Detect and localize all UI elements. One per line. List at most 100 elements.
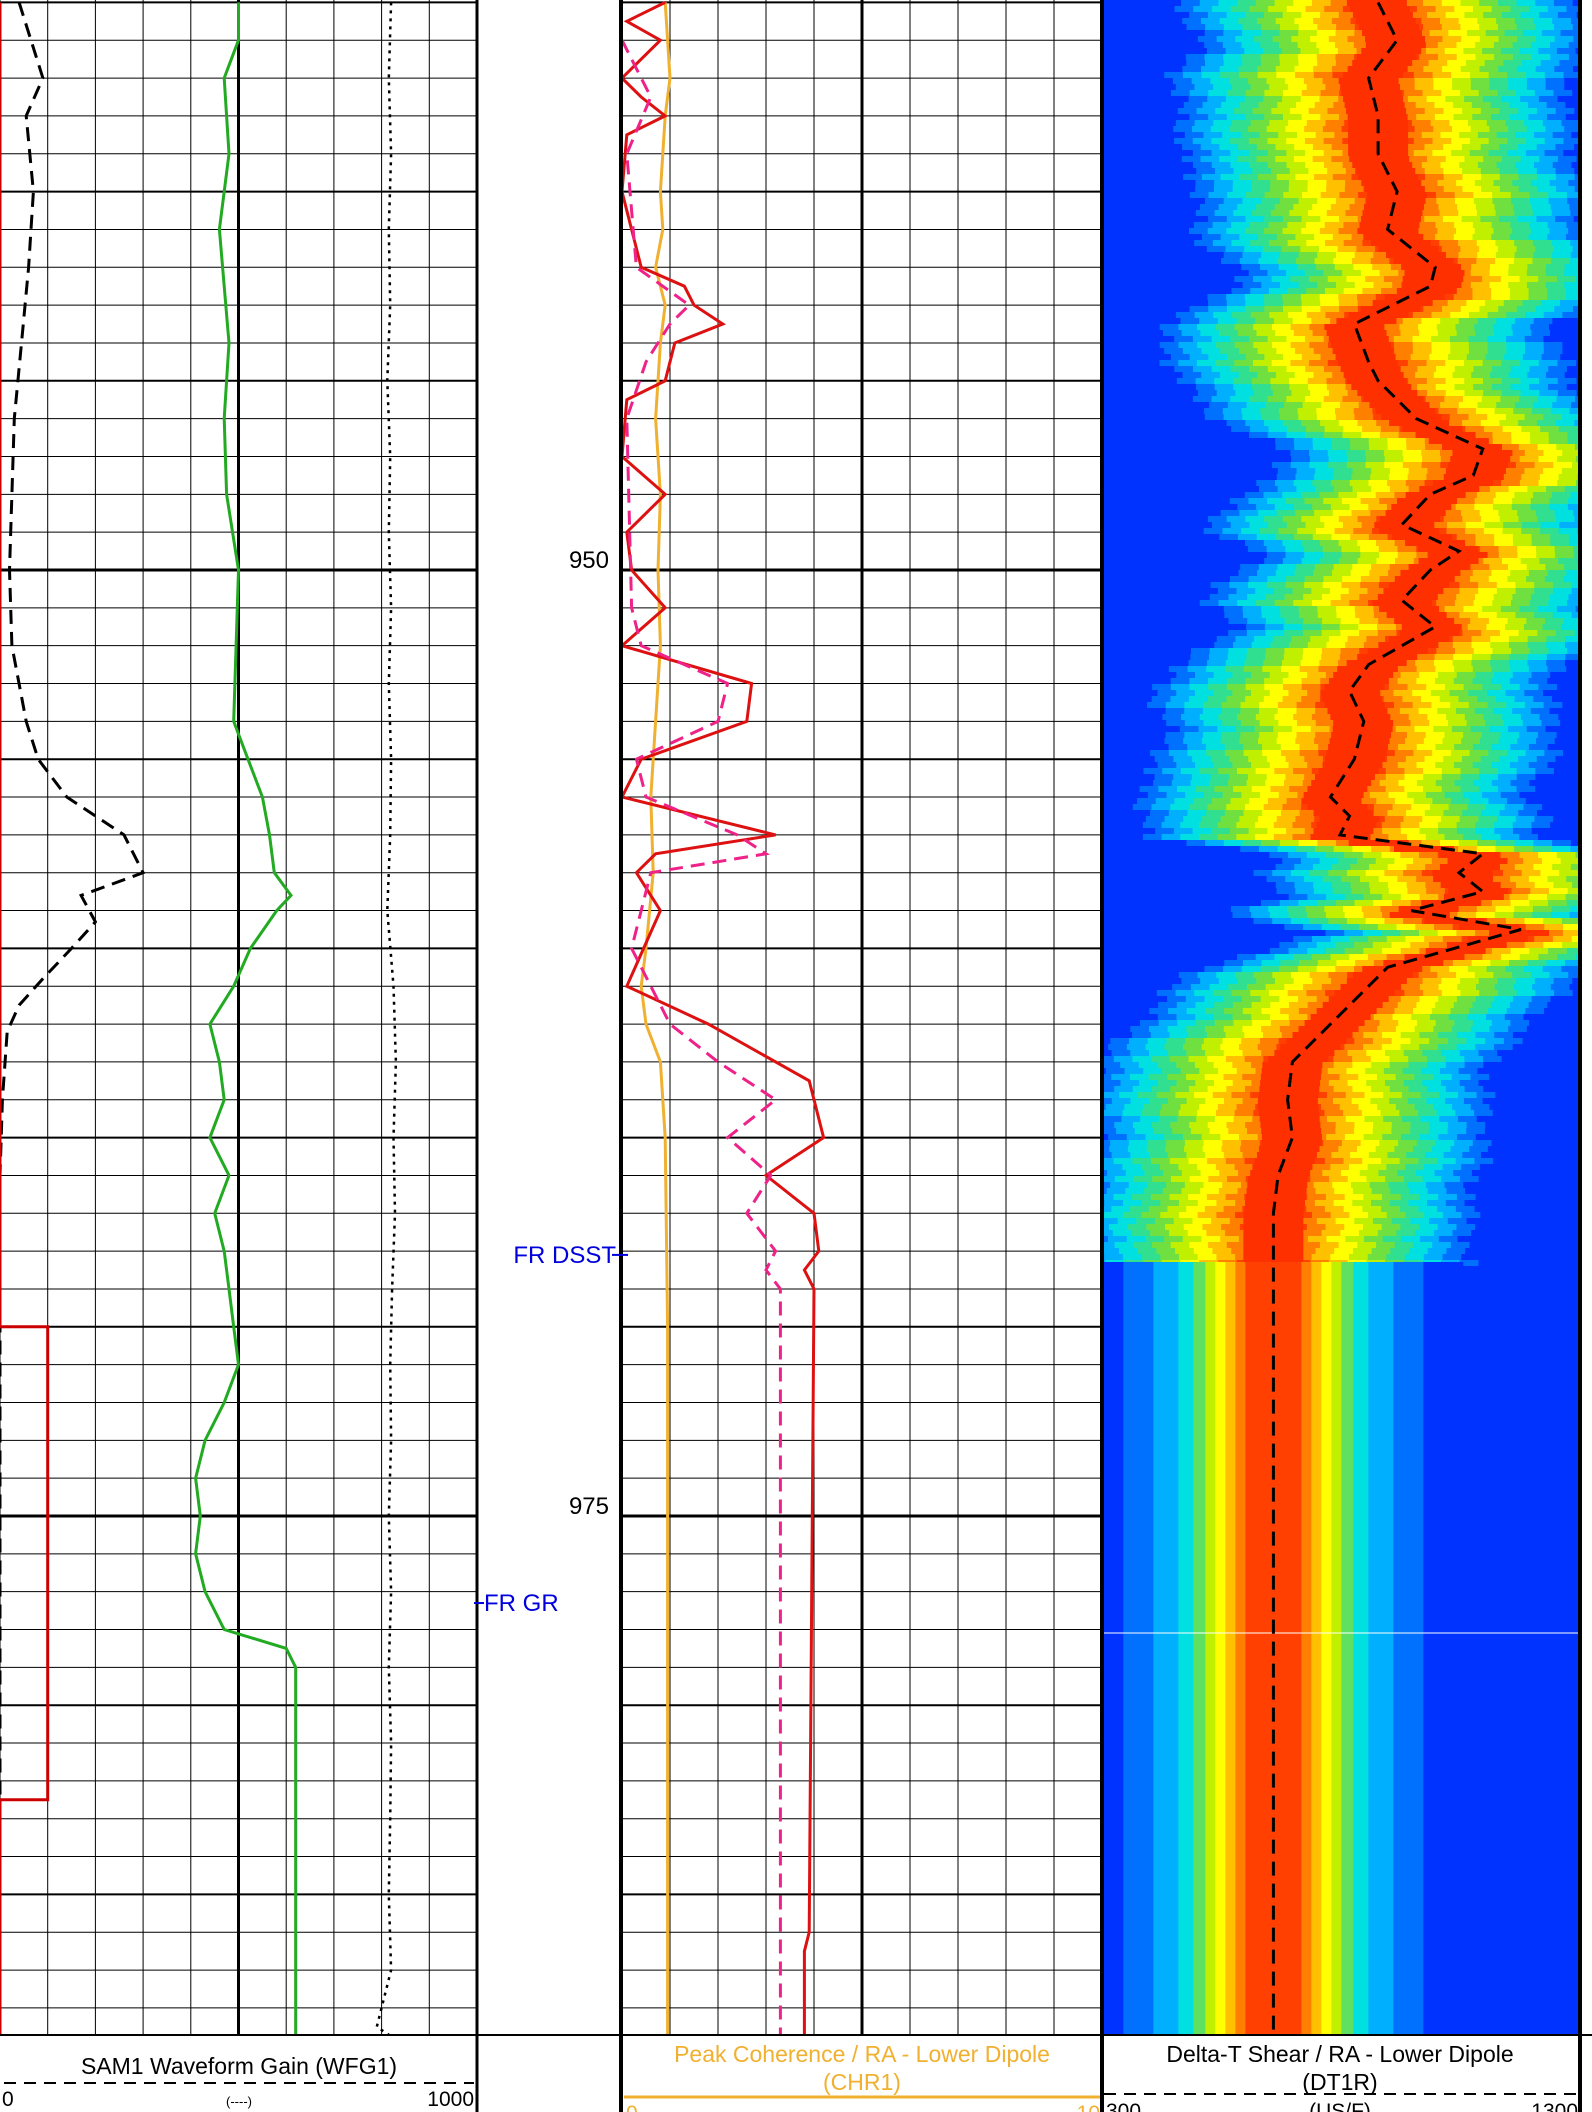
spectrum-core <box>1418 546 1479 552</box>
spectrum-core <box>1259 1086 1320 1092</box>
track2-scale-max: 10 <box>1077 2102 1100 2112</box>
spectrum-core <box>1243 1236 1304 1242</box>
track3-scale-unit: (US/F) <box>1309 2100 1371 2112</box>
spectrum-core <box>1261 1128 1322 1134</box>
spectrum-core <box>1363 396 1424 402</box>
track3-curves <box>1271 1 1522 2035</box>
spectrum-core <box>1439 852 1500 858</box>
spectrum-core <box>1409 564 1470 570</box>
spectrum-core <box>1362 966 1423 972</box>
spectrum-core <box>1357 390 1418 396</box>
spectrum-core <box>1401 624 1462 630</box>
spectrum-core <box>1443 474 1504 480</box>
track2-scale-min: 0 <box>626 2102 638 2112</box>
spectrum-core <box>1393 846 1454 852</box>
spectrum-core <box>1365 42 1426 48</box>
spectrum-core <box>1405 492 1466 498</box>
spectrum-core <box>1365 198 1426 204</box>
spectrum-core <box>1386 612 1447 618</box>
depth-label-950: 950 <box>569 547 609 574</box>
spectrum-core <box>1280 1044 1341 1050</box>
spectrum-core <box>1367 648 1428 654</box>
spectrum-core <box>1274 1050 1335 1056</box>
spectrum-core <box>1418 558 1479 564</box>
spectrum-core <box>1439 864 1500 870</box>
track1-dotted-curve <box>375 2 398 2035</box>
spectrum-core <box>1349 156 1410 162</box>
spectrum-core <box>1322 762 1383 768</box>
spectrum-core <box>1346 978 1407 984</box>
spectrum-core <box>1355 18 1416 24</box>
spectrum-core <box>1250 1170 1311 1176</box>
spectrum-core <box>1261 1134 1322 1140</box>
spectrum-core <box>1324 684 1385 690</box>
spectrum-core <box>1352 972 1413 978</box>
spectrum-core <box>1316 822 1377 828</box>
spectrum-core <box>1385 510 1446 516</box>
track2-title-line2: (CHR1) <box>823 2069 901 2095</box>
spectrum-core <box>1360 306 1421 312</box>
spectrum-core <box>1377 594 1438 600</box>
spectrum-core <box>1357 654 1418 660</box>
spectrum-core <box>1326 750 1387 756</box>
track2-grid <box>621 0 1103 2035</box>
track3-scale-min: 300 <box>1106 2100 1141 2112</box>
spectrum-core <box>1340 366 1401 372</box>
track1-red-curve <box>0 2 50 2035</box>
spectrum-core <box>1348 840 1409 846</box>
spectrum-core <box>1360 216 1421 222</box>
spectrum-core <box>1369 402 1430 408</box>
spectrum-core <box>1398 906 1459 912</box>
spectrum-core <box>1320 690 1381 696</box>
spectrum-core <box>1292 1032 1353 1038</box>
spectrum-core <box>1341 90 1402 96</box>
spectrum-core <box>1356 54 1417 60</box>
track2-red-curve <box>622 1 826 2035</box>
spectrum-core <box>1450 456 1511 462</box>
spectrum-core <box>1394 576 1455 582</box>
spectrum-core <box>1425 948 1486 954</box>
spectrum-core <box>1415 432 1476 438</box>
spectrum-core <box>1379 516 1440 522</box>
spectrum-core <box>1334 990 1395 996</box>
spectrum-core <box>1343 72 1404 78</box>
spectrum-core <box>1384 294 1445 300</box>
spectrum-core <box>1243 1218 1304 1224</box>
spectrum-core <box>1441 444 1502 450</box>
spectrum-core <box>1298 1026 1359 1032</box>
track3-mnemonic: (DT1R) <box>1302 2069 1377 2095</box>
track1-scale-unit: (----) <box>226 2094 252 2109</box>
spectrum-core <box>1389 420 1450 426</box>
spectrum-core <box>1388 636 1449 642</box>
spectrum-core <box>1361 48 1422 54</box>
spectrum-core <box>1392 534 1453 540</box>
spectrum-core <box>1428 438 1489 444</box>
spectrum-core <box>1348 132 1409 138</box>
spectrum-core <box>1447 858 1508 864</box>
spectrum-core <box>1307 804 1368 810</box>
spectrum-core <box>1346 0 1407 6</box>
depth-label-975: 975 <box>569 1493 609 1520</box>
spectrum-core <box>1391 504 1452 510</box>
spectrum-core <box>1370 240 1431 246</box>
spectrum-core <box>1328 996 1389 1002</box>
spectrum-core <box>1347 66 1408 72</box>
track3-shear-spectrum <box>1102 0 1578 2035</box>
spectrum-core <box>1419 486 1480 492</box>
spectrum-core <box>1372 300 1433 306</box>
spectrum-core <box>1332 726 1393 732</box>
spectrum-core <box>1389 582 1450 588</box>
marker-fr-gr: FR GR <box>484 1590 559 1617</box>
spectrum-core <box>1310 834 1371 840</box>
track1-title: SAM1 Waveform Gain (WFG1) <box>81 2053 397 2079</box>
spectrum-core <box>1432 480 1493 486</box>
spectrum-core <box>1316 1008 1377 1014</box>
spectrum-core <box>1322 1002 1383 1008</box>
spectrum-core <box>1301 798 1362 804</box>
spectrum-core <box>1383 588 1444 594</box>
spectrum-core <box>1489 930 1550 936</box>
spectrum-core <box>1378 246 1439 252</box>
track1-grid <box>0 0 478 2035</box>
spectrum-core <box>1401 282 1462 288</box>
spectrum-core <box>1385 252 1446 258</box>
